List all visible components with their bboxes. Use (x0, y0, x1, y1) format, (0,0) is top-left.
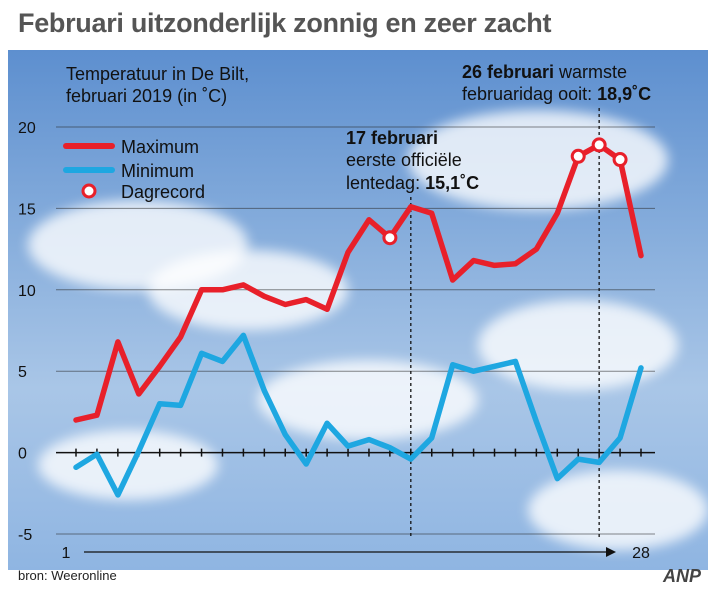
record-marker (591, 137, 607, 153)
x-tick-label-last: 28 (632, 545, 650, 562)
cloud-decoration (38, 430, 218, 500)
cloud-decoration (528, 470, 708, 550)
series-line-maximum (73, 142, 644, 423)
annotation-17-line2-prefix: lentedag: (346, 173, 425, 193)
annotation-26-line2: februaridag ooit: 18,9˚C (462, 84, 651, 104)
annotation-17-line2: lentedag: 15,1˚C (346, 173, 479, 193)
annotation-17-line1: eerste officiële (346, 150, 462, 170)
annotation-26-feb: 26 februari warmste februaridag ooit: 18… (462, 62, 651, 104)
record-marker (612, 152, 628, 168)
legend-record-label: Dagrecord (121, 182, 205, 202)
annotation-26-line2-prefix: februaridag ooit: (462, 84, 597, 104)
y-tick-label: 0 (18, 446, 27, 463)
record-marker (570, 148, 586, 164)
legend-minimum-label: Minimum (121, 161, 194, 181)
chart-area (8, 50, 708, 570)
x-axis-arrowhead (606, 547, 616, 557)
annotation-26-line1: 26 februari warmste (462, 62, 627, 82)
annotation-17-feb: 17 februari eerste officiële lentedag: 1… (346, 128, 479, 193)
source-credit: bron: Weeronline (18, 568, 117, 583)
page-title: Februari uitzonderlijk zonnig en zeer za… (18, 8, 552, 38)
y-tick-label: 15 (18, 201, 36, 218)
legend-maximum-label: Maximum (121, 137, 199, 157)
annotation-26-value: 18,9˚C (597, 84, 651, 104)
legend-record-marker (81, 183, 97, 199)
y-tick-label: 10 (18, 283, 36, 300)
cloud-decoration (478, 300, 678, 390)
y-tick-label: 5 (18, 364, 27, 381)
y-tick-label: -5 (18, 527, 32, 544)
annotation-26-title-suffix: warmste (554, 62, 627, 82)
x-axis: 1 28 (62, 545, 650, 562)
anp-logo: ANP (662, 566, 701, 586)
chart-title: Temperatuur in De Bilt, (66, 64, 249, 84)
record-marker (382, 230, 398, 246)
chart-subtitle: februari 2019 (in ˚C) (66, 86, 227, 106)
annotation-17-title: 17 februari (346, 128, 438, 148)
annotation-26-title: 26 februari (462, 62, 554, 82)
legend: Maximum Minimum Dagrecord (63, 137, 205, 202)
annotation-17-value: 15,1˚C (425, 173, 479, 193)
x-tick-label-first: 1 (62, 545, 71, 562)
y-tick-label: 20 (18, 120, 36, 137)
series-line-minimum (73, 332, 644, 498)
